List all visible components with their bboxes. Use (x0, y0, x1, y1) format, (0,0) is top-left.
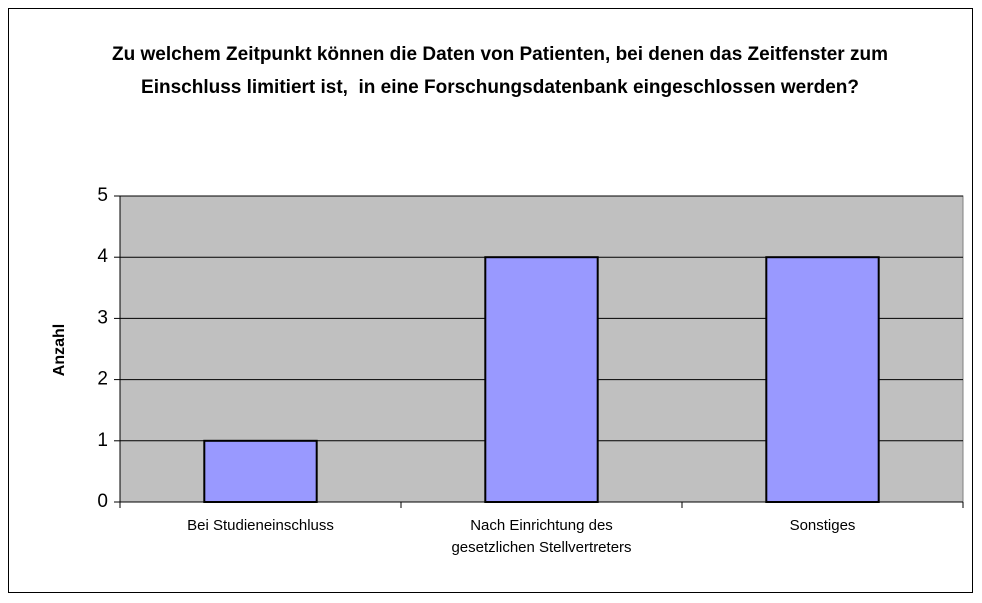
x-tick-label-box: Bei Studieneinschluss (187, 517, 334, 534)
x-tick-label: Nach Einrichtung des gesetzlichen Stellv… (451, 517, 632, 556)
chart-title: Zu welchem Zeitpunkt können die Daten vo… (112, 44, 888, 98)
y-tick-label: 3 (97, 307, 108, 328)
y-tick-label: 1 (97, 430, 108, 451)
y-tick-label: 2 (97, 369, 108, 390)
bar (484, 256, 599, 504)
x-tick-label: Bei Studieneinschluss (187, 517, 334, 534)
bar (203, 439, 318, 503)
y-axis-label: Anzahl (51, 324, 68, 376)
title-box: Zu welchem Zeitpunkt können die Daten vo… (112, 44, 888, 98)
x-tick-label-box: Sonstiges (789, 517, 856, 534)
bar (765, 256, 880, 504)
x-tick-label: Sonstiges (789, 517, 856, 534)
y-tick-label: 0 (97, 491, 108, 512)
y-tick-label: 5 (97, 185, 108, 206)
x-tick-label-box: Nach Einrichtung des gesetzlichen Stellv… (451, 517, 632, 556)
y-tick-label: 4 (97, 246, 108, 267)
